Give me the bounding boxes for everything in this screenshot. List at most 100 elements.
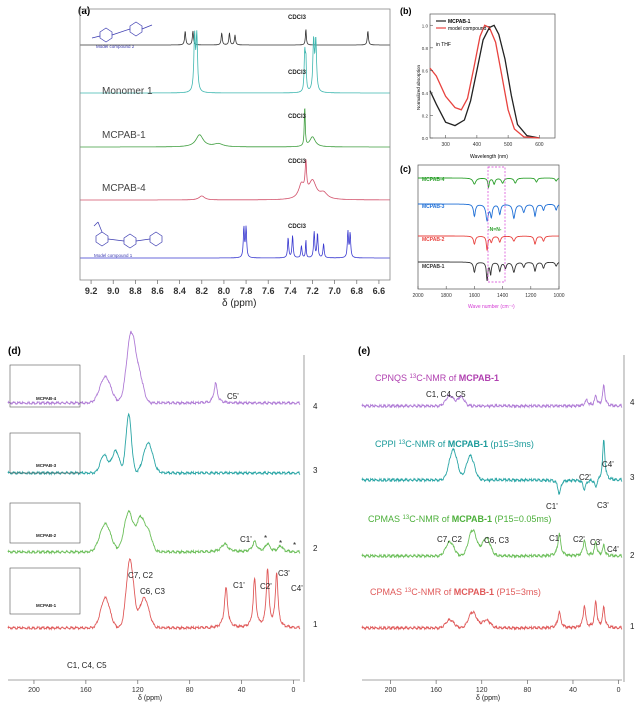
a-label-monomer-1: Monomer 1 xyxy=(102,86,153,97)
b-x-tick-label: 400 xyxy=(473,142,482,148)
b-y-tick-label: 0.2 xyxy=(422,113,429,118)
d-struct-label-3: MCPAB-3 xyxy=(36,463,57,468)
e-x-tick-label: 0 xyxy=(617,687,621,694)
e-ann-c2p: C2' xyxy=(579,473,591,482)
d-x-tick-label: 0 xyxy=(292,687,296,694)
b-frame xyxy=(429,13,556,139)
a-x-tick-label: 8.6 xyxy=(151,286,164,296)
e-title-1: CPNQS 13C-NMR of MCPAB-1 xyxy=(375,373,499,383)
b-axes: 300 400 500 600 0.0 0.2 0.4 0.6 0.8 1.0 xyxy=(422,23,544,148)
e-x-tick-label: 200 xyxy=(385,687,397,694)
b-x-tick-label: 500 xyxy=(504,142,513,148)
b-trace-mcpab-1 xyxy=(429,24,540,139)
d-structure-sketches xyxy=(9,364,81,615)
e-x-label: δ (ppm) xyxy=(476,695,500,702)
d-star-2: * xyxy=(279,539,282,548)
d-ann-c5p: C5' xyxy=(227,392,239,401)
c-x-tick-label: 1600 xyxy=(469,293,480,299)
panel-c-label: (c) xyxy=(400,164,411,174)
a-cdcl3-5: CDCl3 xyxy=(288,224,307,230)
d-star-3: * xyxy=(293,541,296,550)
c-label-mcpab-1: MCPAB-1 xyxy=(422,264,445,270)
d-x-tick-label: 80 xyxy=(186,687,194,694)
panel-e: (e) CPNQS 13C-NMR of MCPAB-1 CPPI 13C-NM… xyxy=(358,346,635,702)
d-trace-mcpab-4 xyxy=(7,330,301,406)
b-y-label: Normalized absorption xyxy=(416,64,421,110)
a-x-tick-label: 7.0 xyxy=(328,286,341,296)
e-title-2-bold: MCPAB-1 xyxy=(448,439,488,449)
b-trace-model-compound-1 xyxy=(429,24,540,139)
e-title-1-mid: C-NMR of xyxy=(416,373,459,383)
d-ann-c1c4c5: C1, C4, C5 xyxy=(67,661,107,670)
e-ann-c2p2: C2' xyxy=(573,535,585,544)
a-cdcl3-1: CDCl3 xyxy=(288,15,307,21)
a-trace-model-compound-1 xyxy=(80,225,390,259)
e-num-1: 1 xyxy=(630,622,635,631)
e-x-axis: 200 160 120 80 40 0 xyxy=(362,679,622,694)
a-x-tick-label: 7.8 xyxy=(240,286,253,296)
e-title-3-bold: MCPAB-1 xyxy=(452,514,492,524)
a-label-mcpab-4: MCPAB-4 xyxy=(102,183,146,194)
c-label-mcpab-3: MCPAB-3 xyxy=(422,204,445,210)
b-y-tick-label: 0.4 xyxy=(422,91,429,96)
e-ann-c3p2: C3' xyxy=(590,538,602,547)
c-x-axis: 2000 1800 1600 1400 1200 1000 xyxy=(412,286,565,299)
e-ann-c4p: C4' xyxy=(602,460,614,469)
e-title-2-sup: 13 xyxy=(399,440,406,446)
a-x-tick-label: 6.8 xyxy=(351,286,364,296)
a-x-tick-label: 8.8 xyxy=(129,286,142,296)
c-trace-mcpab-1 xyxy=(418,261,560,281)
c-annotation: -N=N- xyxy=(488,227,502,233)
d-x-tick-label: 120 xyxy=(132,687,144,694)
a-trace-mcpab-4 xyxy=(80,159,390,201)
e-ann-c6c3: C6, C3 xyxy=(484,536,509,545)
model-compound-1-label: Model compound 1 xyxy=(94,253,133,258)
b-y-tick-label: 0.0 xyxy=(422,136,429,141)
b-x-tick-label: 300 xyxy=(441,142,450,148)
b-y-tick-label: 0.8 xyxy=(422,46,429,51)
a-cdcl3-4: CDCl3 xyxy=(288,159,307,165)
model-compound-2-label: Model compound 2 xyxy=(96,44,135,49)
e-title-1-prefix: CPNQS xyxy=(375,373,410,383)
d-ann-c2p: C2' xyxy=(260,582,272,591)
a-label-mcpab-1: MCPAB-1 xyxy=(102,130,146,141)
d-struct-label-2: MCPAB-2 xyxy=(36,533,57,538)
d-num-3: 3 xyxy=(313,466,318,475)
c-trace-mcpab-2 xyxy=(418,235,559,251)
d-x-tick-label: 160 xyxy=(80,687,92,694)
a-x-label: δ (ppm) xyxy=(222,298,256,309)
e-ann-c1c4c5: C1, C4, C5 xyxy=(426,390,466,399)
a-x-tick-label: 9.0 xyxy=(107,286,120,296)
panel-a: (a) Model compound 2 Monomer 1 MCPAB-1 M… xyxy=(78,6,391,309)
e-ann-c4p2: C4' xyxy=(607,545,619,554)
panel-b-label: (b) xyxy=(400,6,412,16)
c-x-tick-label: 2000 xyxy=(412,293,423,299)
e-ann-c7c2: C7, C2 xyxy=(437,535,462,544)
e-title-2-suffix: (p15=3ms) xyxy=(488,439,534,449)
d-struct-label-4: MCPAB-4 xyxy=(36,396,57,401)
d-x-axis: 200 160 120 80 40 0 xyxy=(8,679,300,694)
e-num-3: 3 xyxy=(630,473,635,482)
a-cdcl3-2: CDCl3 xyxy=(288,70,307,76)
a-x-tick-label: 8.0 xyxy=(218,286,231,296)
c-label-mcpab-2: MCPAB-2 xyxy=(422,237,445,243)
a-x-tick-label: 8.4 xyxy=(173,286,186,296)
d-struct-label-1: MCPAB-1 xyxy=(36,603,57,608)
a-trace-model-compound-2 xyxy=(80,29,390,46)
e-title-4-bold: MCPAB-1 xyxy=(454,587,494,597)
e-x-tick-label: 80 xyxy=(523,687,531,694)
a-x-axis: 9.2 9.0 8.8 8.6 8.4 8.2 8.0 7.8 7.6 7.4 7.2 7.0 6.8 6… xyxy=(85,280,385,296)
d-num-1: 1 xyxy=(313,620,318,629)
a-x-tick-label: 8.2 xyxy=(196,286,209,296)
a-x-tick-label: 6.6 xyxy=(373,286,386,296)
a-x-tick-label: 7.2 xyxy=(306,286,319,296)
e-num-4: 4 xyxy=(630,398,635,407)
c-trace-mcpab-3 xyxy=(418,203,560,222)
e-title-4-mid: C-NMR of xyxy=(411,587,454,597)
e-ann-c3p: C3' xyxy=(597,501,609,510)
panel-d-label: (d) xyxy=(8,346,21,357)
c-highlight-box xyxy=(487,166,506,283)
b-x-label: Wavelength (nm) xyxy=(470,154,508,160)
d-x-tick-label: 40 xyxy=(238,687,246,694)
d-ann-c1p-2: C1' xyxy=(240,535,252,544)
